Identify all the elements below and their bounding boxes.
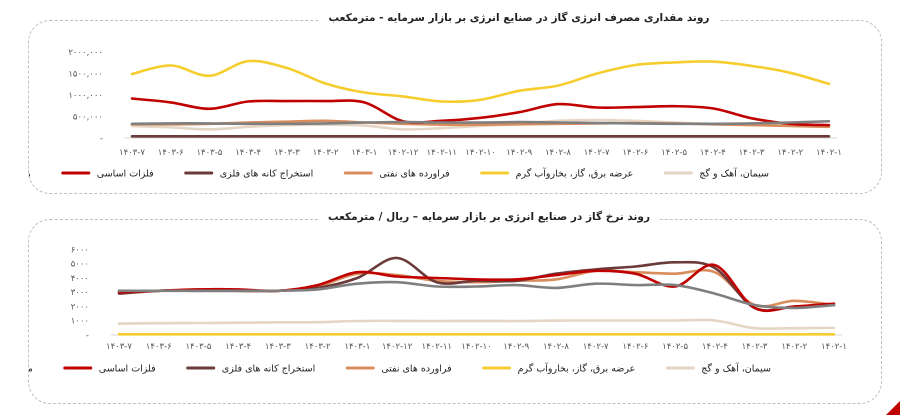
- legend-label: محصولات شیمیایی: [29, 169, 31, 180]
- x-tick-label: ۱۴۰۲-۴: [700, 148, 726, 158]
- y-tick-label: ۴۰۰۰: [71, 274, 89, 284]
- x-tick-label: ۱۴۰۲-۶: [622, 342, 648, 352]
- series-line: [117, 318, 836, 331]
- x-tick-label: ۱۴۰۲-۳: [739, 148, 765, 158]
- chart-panel-gas-consumption: روند مقداری مصرف انرژی گاز در صنایع انرژ…: [28, 12, 882, 194]
- y-tick-label: ۱۵۰۰,۰۰۰: [68, 70, 103, 80]
- legend-label: فراورده های نفتی: [381, 364, 451, 375]
- legend-label: سیمان، آهک و گچ: [701, 362, 771, 375]
- legend-label: فلزات اساسی: [99, 364, 156, 375]
- legend-label: استخراج کانه های فلزی: [222, 364, 316, 375]
- x-tick-label: ۱۴۰۲-۱۰: [465, 148, 495, 158]
- legend-label: سیمان، آهک و گچ: [699, 167, 769, 180]
- x-tick-label: ۱۴۰۲-۱۲: [382, 342, 413, 352]
- x-tick-label: ۱۴۰۲-۸: [543, 342, 569, 352]
- x-tick-label: ۱۴۰۲-۹: [506, 148, 532, 158]
- x-tick-label: ۱۴۰۲-۱۲: [388, 148, 419, 158]
- gas-consumption-chart: - ۵۰۰,۰۰۰ ۱۰۰۰,۰۰۰ ۱۵۰۰,۰۰۰ ۲۰۰۰,۰۰۰ ۱۴۰۲-۱ ۱۴…: [29, 48, 842, 180]
- y-tick-label: ۵۰۰۰: [71, 260, 89, 270]
- x-tick-label: ۱۴۰۳-۷: [119, 148, 145, 158]
- gas-rate-chart: - ۱۰۰۰ ۲۰۰۰ ۳۰۰۰ ۴۰۰۰ ۵۰۰۰ ۶۰۰۰ ۱۴۰۲-۱ ۱۴۰۲-۲ ۱۴۰…: [29, 245, 847, 375]
- x-tick-label: ۱۴۰۳-۳: [265, 342, 291, 352]
- chart-title: روند مقداری مصرف انرژی گاز در صنایع انرژ…: [318, 12, 720, 24]
- series-line: [117, 263, 836, 312]
- series-line: [117, 280, 836, 310]
- x-tick-label: ۱۴۰۲-۴: [702, 342, 728, 352]
- x-tick-label: ۱۴۰۲-۱۱: [422, 342, 452, 352]
- y-tick-label: ۶۰۰۰: [71, 245, 89, 255]
- x-tick-label: ۱۴۰۲-۳: [742, 342, 768, 352]
- y-tick-label: ۱۰۰۰: [71, 317, 89, 327]
- x-tick-label: ۱۴۰۳-۳: [274, 148, 300, 158]
- series-line: [130, 59, 831, 104]
- y-tick-label: ۳۰۰۰: [71, 288, 89, 298]
- y-tick-label: -: [100, 134, 103, 144]
- x-tick-label: ۱۴۰۳-۲: [313, 148, 339, 158]
- x-tick-label: ۱۴۰۳-۶: [158, 148, 184, 158]
- x-tick-label: ۱۴۰۳-۵: [185, 342, 211, 352]
- y-tick-label: ۵۰۰,۰۰۰: [73, 113, 103, 123]
- legend-label: استخراج کانه های فلزی: [220, 169, 314, 180]
- x-tick-label: ۱۴۰۲-۵: [661, 148, 687, 158]
- chart-title: روند نرخ گاز در صنایع انرژی بر بازار سرم…: [318, 211, 660, 223]
- x-tick-label: ۱۴۰۲-۶: [622, 148, 648, 158]
- x-tick-label: ۱۴۰۳-۵: [196, 148, 222, 158]
- x-tick-label: ۱۴۰۲-۸: [545, 148, 571, 158]
- y-tick-label: ۲۰۰۰,۰۰۰: [68, 48, 103, 58]
- y-tick-label: ۱۰۰۰,۰۰۰: [68, 91, 103, 101]
- corner-decoration: [886, 401, 900, 415]
- series-line: [117, 256, 836, 312]
- legend-label: عرضه برق، گاز، بخاروآب گرم: [518, 362, 636, 375]
- x-tick-label: ۱۴۰۲-۱: [821, 342, 847, 352]
- chart-panel-gas-rate: روند نرخ گاز در صنایع انرژی بر بازار سرم…: [28, 211, 882, 404]
- x-tick-label: ۱۴۰۳-۱: [344, 342, 370, 352]
- x-tick-label: ۱۴۰۲-۱۰: [461, 342, 491, 352]
- y-tick-label: -: [86, 331, 89, 341]
- y-tick-label: ۲۰۰۰: [71, 302, 89, 312]
- x-tick-label: ۱۴۰۲-۱: [816, 148, 842, 158]
- x-tick-label: ۱۴۰۲-۲: [777, 148, 803, 158]
- x-tick-label: ۱۴۰۳-۲: [305, 342, 331, 352]
- x-tick-label: ۱۴۰۲-۱۱: [427, 148, 457, 158]
- x-tick-label: ۱۴۰۲-۷: [584, 148, 610, 158]
- series-line: [130, 119, 831, 126]
- x-tick-label: ۱۴۰۳-۴: [235, 148, 261, 158]
- x-tick-label: ۱۴۰۳-۱: [351, 148, 377, 158]
- x-tick-label: ۱۴۰۲-۵: [662, 342, 688, 352]
- legend-label: محصولات شیمیایی: [29, 364, 33, 375]
- x-tick-label: ۱۴۰۳-۶: [146, 342, 172, 352]
- legend-label: فلزات اساسی: [97, 169, 154, 180]
- x-tick-label: ۱۴۰۳-۴: [225, 342, 251, 352]
- x-tick-label: ۱۴۰۲-۹: [503, 342, 529, 352]
- series-line: [130, 97, 831, 127]
- x-tick-label: ۱۴۰۲-۷: [583, 342, 609, 352]
- x-tick-label: ۱۴۰۳-۷: [106, 342, 132, 352]
- x-tick-label: ۱۴۰۲-۲: [781, 342, 807, 352]
- legend-label: فراورده های نفتی: [379, 169, 449, 180]
- legend-label: عرضه برق، گاز، بخاروآب گرم: [516, 167, 634, 180]
